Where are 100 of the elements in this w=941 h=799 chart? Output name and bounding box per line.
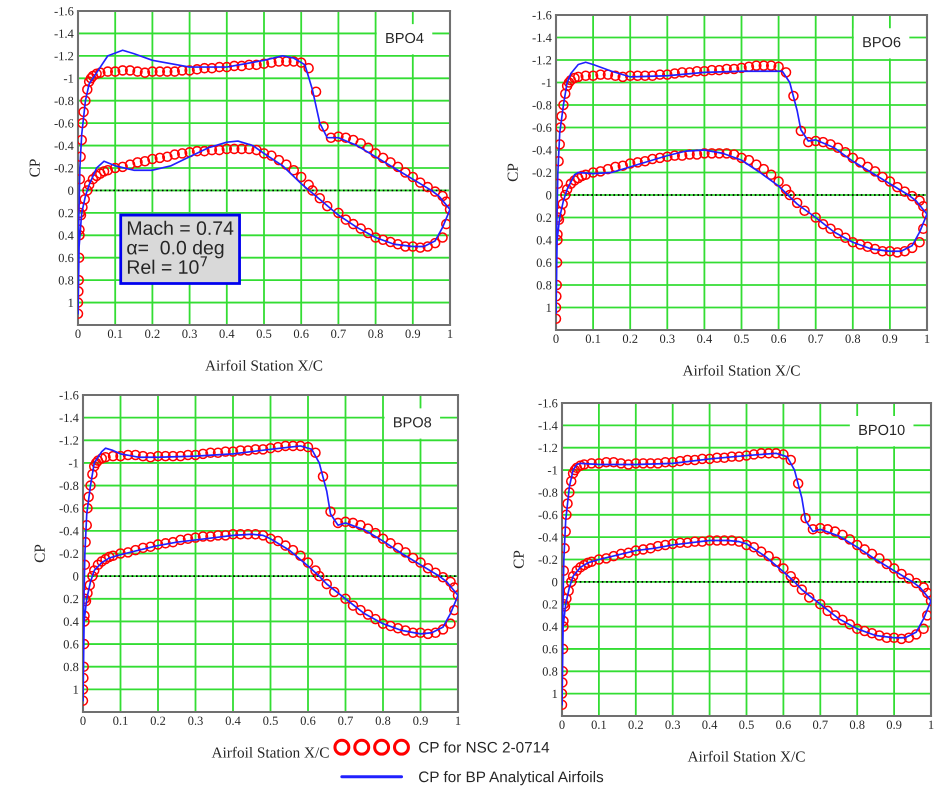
y-axis-title: CP: [514, 550, 524, 568]
x-tick-label: 0.2: [628, 720, 643, 730]
y-tick-label: -0.4: [60, 526, 79, 536]
x-tick-label: 0.1: [108, 330, 122, 338]
x-tick-label: 1: [448, 330, 452, 338]
x-tick-label: 0: [559, 720, 565, 729]
x-tick-label: 0: [80, 716, 86, 725]
y-tick-label: -1.6: [54, 7, 74, 16]
x-tick-label: 0.2: [145, 330, 160, 338]
y-tick-label: 0.4: [64, 617, 79, 626]
x-tick-label: 0.7: [331, 330, 346, 338]
x-tick-label: 0.9: [886, 720, 902, 730]
y-tick-label: 0.4: [536, 236, 552, 245]
x-tick-label: 0.2: [150, 716, 166, 726]
y-tick-label: 0.2: [58, 208, 74, 218]
y-tick-label: -1.2: [532, 56, 552, 65]
y-tick-label: -0.2: [532, 168, 552, 178]
x-tick-label: 0.3: [188, 716, 203, 726]
y-tick-label: 1: [68, 298, 74, 307]
y-tick-label: 1: [552, 690, 558, 698]
x-tick-label: 0.5: [263, 716, 278, 726]
y-tick-label: -0.6: [538, 510, 558, 520]
x-tick-label: 0.6: [776, 720, 791, 730]
y-tick-label: 0: [73, 572, 78, 581]
y-tick-label: -0.6: [60, 504, 78, 513]
x-tick-label: 0.8: [368, 330, 383, 338]
x-tick-label: 0.4: [226, 716, 241, 726]
x-tick-label: 0.4: [219, 330, 234, 338]
x-tick-label: 0.2: [622, 334, 638, 344]
x-tick-label: 0.9: [882, 334, 898, 344]
y-axis-title: CP: [34, 544, 45, 562]
y-tick-label: -0.4: [538, 533, 558, 542]
y-tick-label: -0.2: [60, 550, 78, 558]
x-tick-label: 0.3: [665, 720, 680, 730]
x-tick-label: 1: [924, 334, 930, 343]
y-tick-label: 1: [546, 304, 552, 312]
y-tick-label: 0.4: [542, 622, 558, 632]
y-tick-label: -0.8: [60, 482, 78, 490]
y-tick-label: -1: [548, 466, 558, 474]
x-tick-label: 0.6: [771, 334, 786, 344]
annotation: BPO4: [386, 32, 424, 44]
y-tick-label: 1: [74, 685, 78, 694]
y-tick-label: -0.8: [54, 96, 74, 106]
y-tick-label: -1.4: [54, 30, 74, 38]
y-tick-label: -1.2: [54, 52, 74, 60]
y-tick-label: -0.8: [532, 101, 552, 110]
y-tick-label: -1: [64, 74, 74, 83]
annotation: BPO6: [863, 36, 900, 48]
x-tick-label: 0.5: [739, 720, 754, 730]
y-tick-label: 0.8: [536, 281, 552, 290]
y-tick-label: -0.6: [532, 124, 552, 132]
y-tick-label: -1.2: [60, 436, 78, 445]
y-tick-label: 0.6: [58, 254, 74, 262]
y-tick-label: -0.8: [538, 488, 558, 497]
y-tick-label: 0: [552, 578, 558, 586]
y-tick-label: -1.4: [60, 414, 79, 422]
x-tick-label: 0.1: [592, 720, 606, 730]
y-tick-label: 0.4: [58, 231, 74, 240]
x-tick-label: 0.3: [182, 330, 197, 338]
x-tick-label: 0.8: [376, 716, 390, 726]
x-tick-label: 0.7: [338, 716, 353, 726]
x-tick-label: 0.7: [812, 720, 828, 730]
legend-label: CP for BP Analytical Airfoils: [419, 771, 604, 786]
x-tick-label: 1: [928, 720, 934, 729]
x-axis-title: Airfoil Station X/C: [688, 750, 805, 762]
x-tick-label: 0.8: [850, 720, 865, 730]
y-axis-title: CP: [30, 159, 40, 177]
y-tick-label: -0.4: [532, 146, 552, 155]
y-tick-label: 0.8: [542, 667, 558, 676]
y-tick-label: -1.2: [538, 444, 558, 452]
y-tick-label: -0.2: [54, 164, 74, 173]
y-tick-label: -1.4: [538, 421, 558, 430]
x-tick-label: 0.4: [697, 334, 712, 344]
x-tick-label: 0.9: [413, 716, 428, 726]
x-tick-label: 0.6: [294, 330, 309, 338]
x-tick-label: 0.3: [660, 334, 675, 344]
y-tick-label: 0.2: [542, 600, 558, 609]
x-tick-label: 0.1: [586, 334, 600, 344]
y-tick-label: -1: [68, 459, 78, 468]
y-tick-label: 0.6: [542, 644, 558, 654]
y-tick-label: -0.4: [54, 142, 74, 150]
y-axis-title: CP: [508, 164, 518, 182]
y-tick-label: -1: [542, 78, 552, 87]
y-tick-label: 0.8: [64, 662, 78, 672]
y-tick-label: 0.6: [536, 258, 552, 268]
x-tick-label: 0.1: [113, 716, 128, 726]
y-tick-label: 0.2: [536, 214, 552, 222]
y-tick-label: -0.2: [538, 556, 558, 564]
y-tick-label: 0: [546, 191, 552, 200]
x-tick-label: 0.8: [845, 334, 860, 344]
x-tick-label: 0.5: [256, 330, 272, 338]
y-tick-label: 0: [68, 186, 74, 195]
y-tick-label: -0.6: [54, 119, 74, 128]
y-tick-label: -1.4: [532, 34, 552, 42]
annotation: BPO10: [859, 424, 905, 436]
x-tick-label: 0.5: [734, 334, 749, 344]
annotation: Mach = 0.74 α= 0.0 deg Rel = 10$^{7}$: [127, 220, 234, 274]
x-axis-title: Airfoil Station X/C: [682, 364, 800, 376]
y-tick-label: 0.8: [58, 276, 74, 285]
x-tick-label: 0.4: [702, 720, 718, 730]
